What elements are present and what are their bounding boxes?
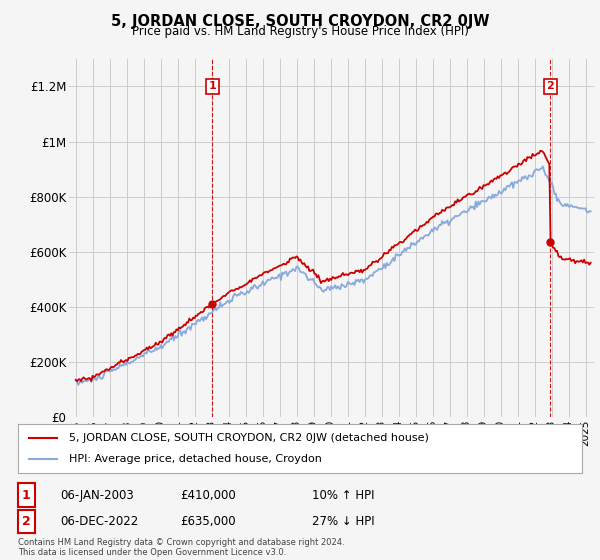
Text: 1: 1 [22,488,31,502]
Text: 27% ↓ HPI: 27% ↓ HPI [312,515,374,528]
Text: 10% ↑ HPI: 10% ↑ HPI [312,488,374,502]
Text: 5, JORDAN CLOSE, SOUTH CROYDON, CR2 0JW (detached house): 5, JORDAN CLOSE, SOUTH CROYDON, CR2 0JW … [69,433,428,443]
Text: 1: 1 [209,81,216,91]
Text: Contains HM Land Registry data © Crown copyright and database right 2024.
This d: Contains HM Land Registry data © Crown c… [18,538,344,557]
Text: 06-JAN-2003: 06-JAN-2003 [60,488,134,502]
Text: £635,000: £635,000 [180,515,236,528]
Text: HPI: Average price, detached house, Croydon: HPI: Average price, detached house, Croy… [69,454,322,464]
Text: 06-DEC-2022: 06-DEC-2022 [60,515,138,528]
Text: 2: 2 [546,81,554,91]
Text: Price paid vs. HM Land Registry's House Price Index (HPI): Price paid vs. HM Land Registry's House … [131,25,469,38]
Text: 5, JORDAN CLOSE, SOUTH CROYDON, CR2 0JW: 5, JORDAN CLOSE, SOUTH CROYDON, CR2 0JW [111,14,489,29]
Text: 2: 2 [22,515,31,528]
Text: £410,000: £410,000 [180,488,236,502]
